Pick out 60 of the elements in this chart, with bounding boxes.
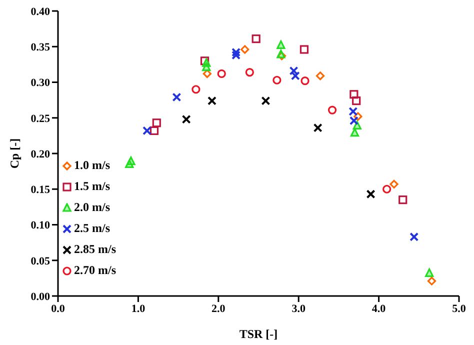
y-tick-label: 0.05 bbox=[30, 255, 50, 268]
point bbox=[152, 118, 161, 128]
point bbox=[202, 62, 211, 72]
legend-label: 1.0 m/s bbox=[74, 158, 110, 173]
y-tick-label: 0.20 bbox=[30, 148, 50, 160]
point bbox=[354, 112, 362, 121]
x-tick-label: 5.0 bbox=[452, 302, 466, 315]
point bbox=[410, 232, 419, 242]
point bbox=[300, 45, 309, 54]
point bbox=[350, 128, 360, 137]
point bbox=[240, 45, 250, 54]
legend-label: 2.5 m/s bbox=[74, 221, 110, 236]
point bbox=[366, 190, 376, 199]
point bbox=[126, 156, 136, 166]
point bbox=[150, 126, 159, 135]
point bbox=[202, 69, 212, 78]
point bbox=[313, 123, 322, 132]
y-tick-label: 0.25 bbox=[30, 112, 50, 125]
point bbox=[261, 96, 270, 106]
point bbox=[328, 106, 337, 114]
x-tick-label: 4.0 bbox=[372, 302, 386, 315]
point bbox=[142, 126, 152, 136]
point bbox=[272, 76, 282, 84]
x-axis-title: TSR [-] bbox=[239, 327, 278, 341]
point bbox=[276, 50, 286, 58]
y-axis-title: Cp [-] bbox=[7, 138, 22, 169]
point bbox=[252, 34, 260, 44]
legend-label: 2.0 m/s bbox=[74, 200, 110, 215]
y-tick-label: 0.40 bbox=[30, 6, 50, 18]
y-tick-label: 0.00 bbox=[30, 290, 50, 303]
point bbox=[172, 92, 182, 102]
point bbox=[245, 68, 254, 77]
legend-label: 2.70 m/s bbox=[74, 263, 116, 278]
x-tick-label: 2.0 bbox=[212, 302, 226, 315]
point bbox=[300, 76, 310, 86]
y-tick-label: 0.15 bbox=[30, 184, 50, 196]
point bbox=[232, 50, 241, 60]
point bbox=[427, 276, 436, 286]
point bbox=[398, 196, 408, 204]
point bbox=[277, 52, 286, 60]
point bbox=[217, 69, 226, 78]
point bbox=[382, 184, 392, 194]
y-tick-label: 0.35 bbox=[30, 42, 50, 54]
point bbox=[350, 90, 358, 99]
y-tick-label: 0.10 bbox=[30, 220, 50, 232]
point bbox=[182, 114, 191, 124]
point bbox=[316, 72, 325, 80]
x-tick-label: 0.0 bbox=[51, 302, 66, 315]
legend-label: 1.5 m/s bbox=[74, 179, 110, 194]
point bbox=[352, 96, 361, 106]
point bbox=[425, 268, 434, 277]
y-tick-label: 0.30 bbox=[30, 77, 50, 90]
point bbox=[276, 40, 286, 49]
point bbox=[232, 48, 241, 57]
point bbox=[192, 85, 200, 94]
point bbox=[207, 96, 216, 106]
point bbox=[390, 180, 398, 188]
x-tick-label: 1.0 bbox=[131, 302, 146, 315]
legend-label: 2.85 m/s bbox=[74, 242, 116, 257]
x-tick-label: 3.0 bbox=[292, 302, 306, 315]
